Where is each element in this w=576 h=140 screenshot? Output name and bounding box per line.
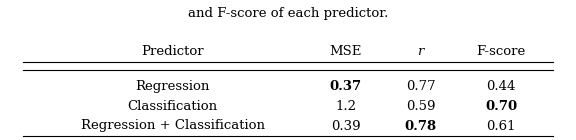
Text: 0.78: 0.78	[404, 120, 437, 132]
Text: 0.59: 0.59	[406, 100, 435, 113]
Text: 0.77: 0.77	[406, 80, 435, 93]
Text: Regression + Classification: Regression + Classification	[81, 120, 265, 132]
Text: Regression: Regression	[135, 80, 210, 93]
Text: F-score: F-score	[476, 45, 526, 58]
Text: r: r	[417, 45, 424, 58]
Text: 0.37: 0.37	[329, 80, 362, 93]
Text: MSE: MSE	[329, 45, 362, 58]
Text: 0.70: 0.70	[485, 100, 517, 113]
Text: Predictor: Predictor	[142, 45, 204, 58]
Text: 0.39: 0.39	[331, 120, 361, 132]
Text: 1.2: 1.2	[335, 100, 356, 113]
Text: 0.44: 0.44	[487, 80, 516, 93]
Text: 0.61: 0.61	[486, 120, 516, 132]
Text: Classification: Classification	[128, 100, 218, 113]
Text: and F-score of each predictor.: and F-score of each predictor.	[188, 7, 388, 20]
